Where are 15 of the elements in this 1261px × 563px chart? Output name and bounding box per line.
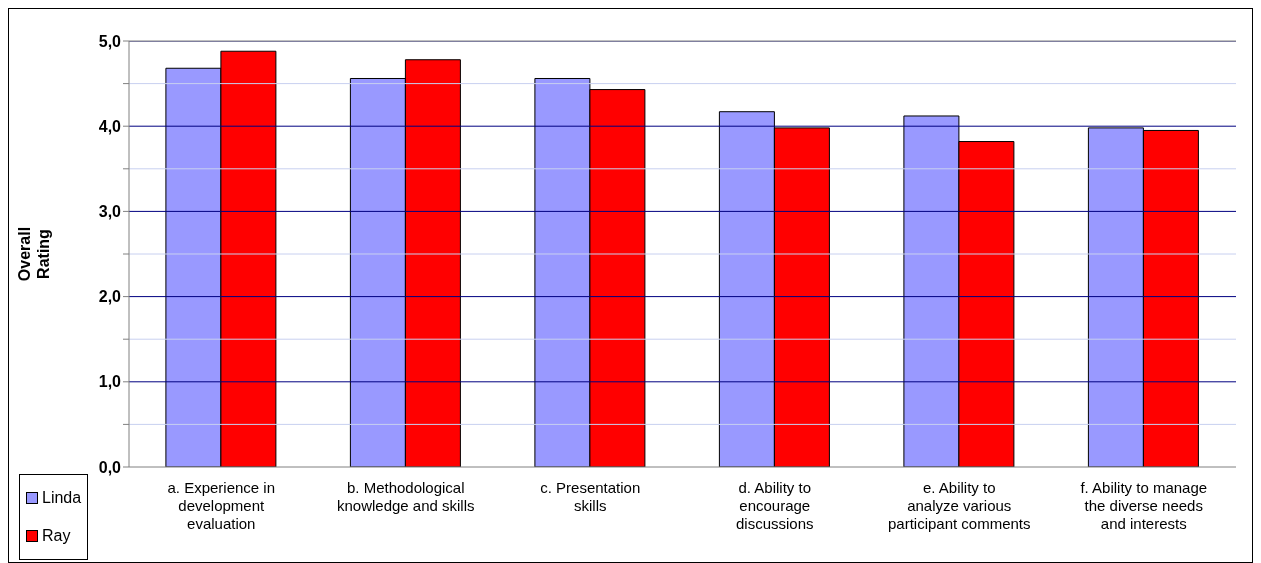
y-tick-label: 4,0 xyxy=(98,117,122,135)
x-tick-label: d. Ability to encourage discussions xyxy=(735,479,814,532)
legend-label: Ray xyxy=(41,526,72,546)
x-tick-label: f. Ability to manage the diverse needs and interests xyxy=(1080,479,1208,532)
y-tick-label: 5,0 xyxy=(98,32,122,50)
x-tick-label: c. Presentation skills xyxy=(540,479,641,514)
x-tick-label: a. Experience in development evaluation xyxy=(167,479,276,532)
y-axis-title: Overall Rating xyxy=(16,226,52,282)
y-tick-label: 0,0 xyxy=(98,458,122,476)
x-tick-label: b. Methodological knowledge and skills xyxy=(336,479,475,514)
y-tick-label: 2,0 xyxy=(98,288,122,306)
y-tick-label: 1,0 xyxy=(98,373,122,391)
y-tick-label: 3,0 xyxy=(98,203,122,221)
legend-label: Linda xyxy=(41,488,82,508)
x-tick-label: e. Ability to analyze various participant comments xyxy=(887,479,1031,532)
